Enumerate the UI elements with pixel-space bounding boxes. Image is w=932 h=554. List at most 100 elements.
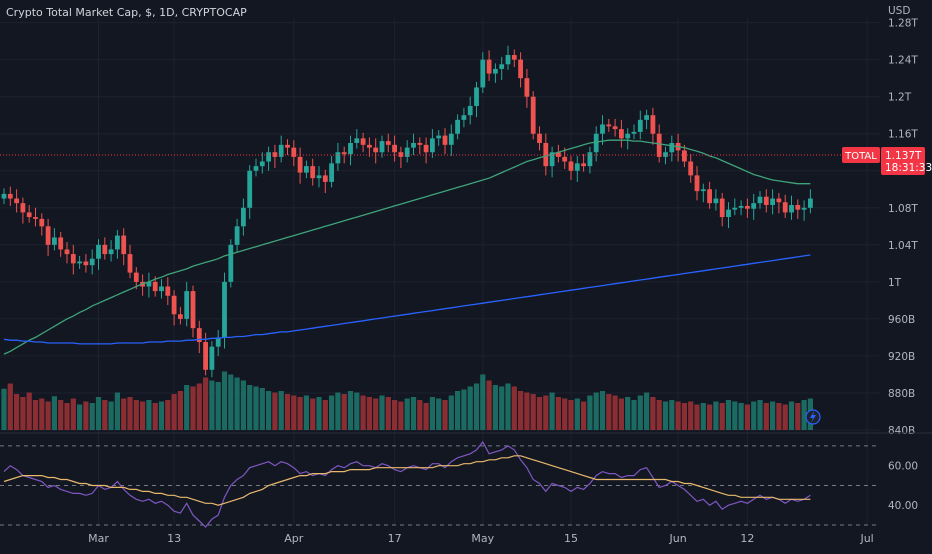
volume-bar	[486, 380, 492, 430]
candle-body	[146, 281, 152, 287]
volume-bar	[410, 397, 417, 430]
candle-body	[291, 147, 297, 157]
volume-bar	[259, 388, 265, 430]
moving-average-fast-line	[3, 139, 811, 355]
volume-bar	[14, 394, 20, 430]
rsi-ma-line	[3, 455, 811, 506]
volume-bar	[303, 395, 309, 430]
volume-bar	[58, 400, 64, 430]
volume-bar	[788, 401, 795, 430]
volume-bar	[505, 383, 511, 430]
y-axis-tick-label: 1T	[888, 277, 902, 289]
candle-body	[707, 189, 712, 204]
candle-body	[581, 163, 586, 167]
volume-bar	[669, 400, 675, 430]
volume-bar	[795, 403, 801, 430]
volume-bar	[190, 386, 196, 430]
volume-bar	[32, 400, 39, 430]
volume-bar	[770, 401, 776, 430]
symbol-tag: TOTAL	[844, 151, 877, 162]
candle-body	[600, 124, 605, 134]
volume-bar	[278, 391, 284, 430]
volume-bar	[341, 394, 347, 430]
candle-body	[354, 138, 360, 143]
candle-body	[436, 135, 442, 139]
candle-body	[530, 96, 536, 134]
x-axis-tick-label: Apr	[284, 532, 304, 545]
volume-bar	[423, 403, 429, 430]
x-axis-tick-label: 13	[167, 532, 181, 545]
candle-body	[417, 142, 423, 145]
volume-bar	[347, 391, 354, 430]
volume-bar	[316, 397, 322, 430]
volume-bar	[625, 397, 631, 430]
volume-bar	[184, 385, 190, 430]
volume-bar	[593, 392, 599, 430]
volume-bar	[392, 400, 398, 430]
volume-bar	[165, 400, 171, 430]
volume-bar	[744, 404, 750, 430]
y-axis-tick-label: 1.08T	[888, 203, 918, 215]
volume-bar	[574, 398, 580, 430]
volume-bar	[310, 398, 316, 430]
candle-body	[234, 226, 240, 245]
countdown-label: 18:31:33	[885, 162, 932, 174]
candle-body	[297, 156, 303, 173]
volume-bar	[725, 400, 732, 430]
volume-bar	[221, 371, 228, 430]
candle-body	[518, 59, 523, 79]
candle-body	[64, 249, 70, 255]
candle-body	[650, 115, 656, 134]
y-axis-tick-label: 1.28T	[888, 18, 918, 30]
volume-bar	[461, 389, 467, 430]
candle-body	[499, 64, 505, 69]
rsi-tick-label: 60.00	[888, 461, 918, 473]
candle-body	[96, 244, 101, 259]
volume-bar	[203, 377, 209, 430]
volume-bar	[606, 394, 612, 430]
candle-body	[430, 138, 435, 153]
volume-bar	[763, 403, 769, 430]
candle-body	[329, 163, 334, 182]
volume-bar	[511, 386, 517, 430]
volume-bar	[373, 398, 379, 430]
lightning-bolt-icon	[810, 411, 816, 423]
volume-bar	[297, 397, 303, 430]
candle-body	[669, 142, 675, 153]
candle-body	[26, 212, 32, 218]
volume-bar	[272, 392, 278, 430]
candle-body	[159, 286, 164, 292]
volume-bar	[234, 377, 240, 430]
x-axis-tick-label: Jun	[669, 532, 687, 545]
candle-body	[322, 175, 328, 182]
candle-body	[77, 261, 82, 264]
candle-body	[133, 272, 139, 282]
candle-body	[682, 150, 687, 162]
volume-bar	[801, 400, 807, 430]
candle-body	[33, 217, 38, 219]
candle-body	[1, 193, 7, 199]
rsi-tick-label: 40.00	[888, 500, 918, 512]
candle-body	[190, 291, 196, 329]
candle-body	[266, 152, 271, 162]
candle-body	[411, 142, 416, 148]
volume-bar	[45, 401, 51, 430]
candle-body	[70, 254, 76, 264]
volume-bar	[448, 395, 454, 430]
y-axis-tick-label: 840B	[888, 425, 915, 437]
candle-body	[392, 144, 397, 153]
volume-bar	[177, 391, 183, 430]
candle-body	[184, 291, 190, 319]
volume-bar	[26, 392, 32, 430]
volume-bar	[385, 397, 391, 430]
volume-bar	[209, 380, 215, 430]
volume-bar	[95, 397, 102, 430]
volume-bar	[492, 385, 498, 430]
volume-bar	[70, 398, 76, 430]
candle-body	[776, 198, 782, 203]
candle-body	[442, 135, 448, 145]
candle-body	[20, 203, 26, 213]
candle-body	[89, 258, 95, 266]
candle-body	[713, 198, 719, 204]
volume-bar	[568, 400, 574, 430]
